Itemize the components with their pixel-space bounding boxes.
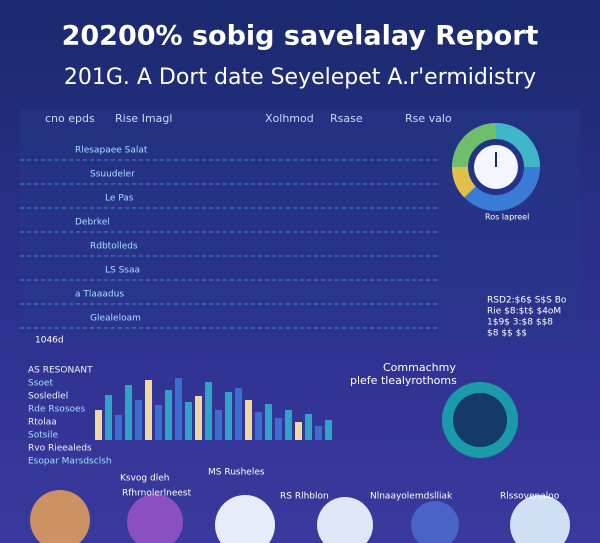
row-label: Glealeloam: [90, 314, 141, 324]
table-footer: 1046d: [35, 336, 64, 346]
bar: [145, 380, 152, 440]
legend-item: Rde Rsosoes: [28, 405, 86, 415]
column-header: Rise Imagl: [115, 112, 172, 125]
bar: [305, 414, 312, 440]
column-header: Rsase: [330, 112, 363, 125]
column-header: cno epds: [45, 112, 95, 125]
card-label: Rlssovenaloo: [500, 492, 560, 502]
bar: [225, 392, 232, 440]
bar: [165, 390, 172, 440]
bar: [155, 405, 162, 440]
side-line: RSD2:$6$ S$S Bo: [487, 296, 567, 306]
decorative-bars: [95, 378, 332, 440]
legend-item: Sotsile: [28, 431, 58, 441]
chart-title: Commachmy: [383, 361, 456, 374]
side-line: $8 $$ $$: [487, 329, 527, 339]
card-label: Ksvog dleh: [120, 474, 169, 484]
row-label: LS Ssaa: [105, 266, 140, 276]
bar: [295, 422, 302, 440]
bar: [95, 410, 102, 440]
row-label: a Tlaaadus: [75, 290, 124, 300]
bar: [195, 396, 202, 440]
legend-item: Ssoet: [28, 379, 53, 389]
bar: [205, 382, 212, 440]
card-label: Nlnaayolemdslliak: [370, 492, 453, 502]
row-label: Debrkel: [75, 218, 110, 228]
side-line: Rie $8:$t$ $4oM: [487, 307, 561, 317]
legend-item: Rvo Rieealeds: [28, 444, 92, 454]
bar: [185, 402, 192, 440]
side-line: 1$9$ 3:$8 $$8: [487, 318, 553, 328]
column-header: Rse valo: [405, 112, 452, 125]
bar: [115, 415, 122, 440]
subtitle: 201G. A Dort date Seyelepet A.r'ermidist…: [64, 65, 536, 90]
bar: [325, 420, 332, 440]
chart-subtitle: plefe tlealyrothoms: [350, 374, 457, 387]
legend-item: Sosledlel: [28, 392, 68, 402]
card-icons: [30, 490, 570, 543]
row-label: Rdbtolleds: [90, 242, 138, 252]
card-label: Rfhrnolerlneest: [122, 489, 192, 499]
legend-item: Esopar Marsdsclsh: [28, 457, 112, 467]
bar: [105, 395, 112, 440]
row-label: Ssuudeler: [90, 170, 135, 180]
legend-item: AS RESONANT: [28, 366, 93, 376]
bar: [315, 426, 322, 440]
row-label: Le Pas: [105, 194, 134, 204]
donut: [451, 123, 540, 211]
row-label: Rlesapaee Salat: [75, 146, 148, 156]
highlight-inner: [453, 393, 507, 447]
title: 20200% sobig savelalay Report: [62, 21, 539, 52]
bar: [285, 410, 292, 440]
legend-item: Rtolaa: [28, 418, 57, 428]
column-header: Xolhmod: [265, 112, 314, 125]
bar: [265, 404, 272, 440]
bar: [275, 418, 282, 440]
bar: [235, 388, 242, 440]
card-label: RS Rlhblon: [280, 492, 329, 502]
bar: [255, 412, 262, 440]
bar: [245, 400, 252, 440]
side-title: Ros Iapreel: [485, 213, 529, 222]
bar: [175, 378, 182, 440]
bar: [215, 410, 222, 440]
bar: [135, 400, 142, 440]
card-label: MS Rusheles: [208, 468, 265, 478]
bar: [125, 385, 132, 440]
